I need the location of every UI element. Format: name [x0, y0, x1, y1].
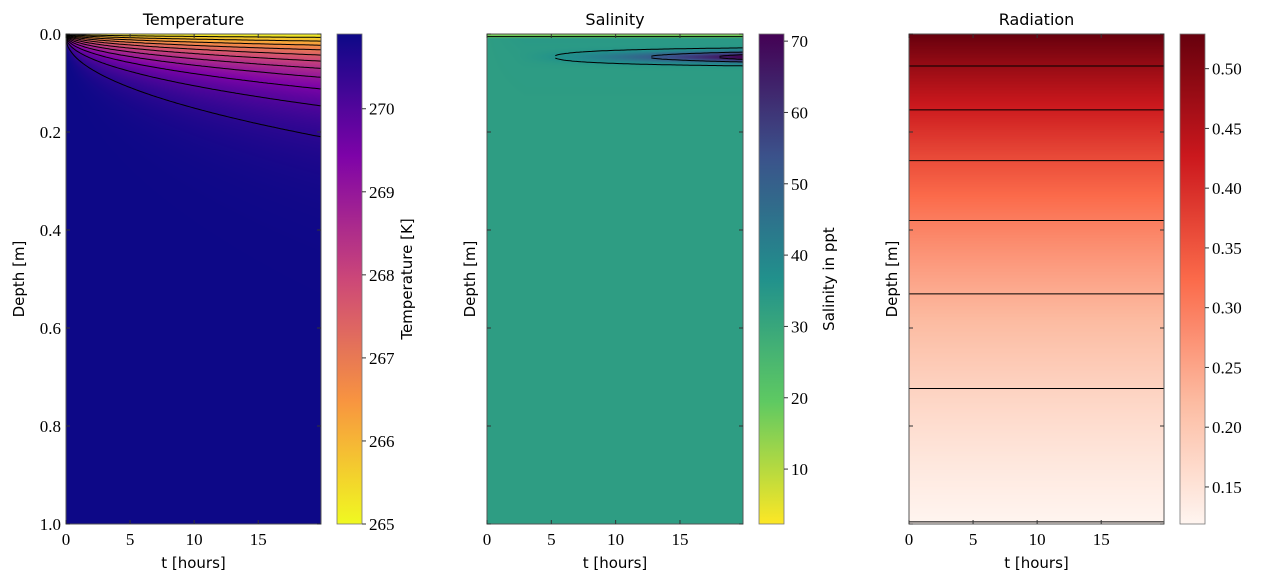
- colorbar-label: Salinity in ppt: [820, 227, 838, 331]
- contour-line: [65, 34, 321, 51]
- colorbar-tick-label: 0.30: [1212, 299, 1242, 318]
- x-tick-label: 15: [671, 530, 688, 549]
- y-tick-label: 0.8: [40, 417, 61, 436]
- colorbar-tick-label: 0.15: [1212, 478, 1242, 497]
- chart-title: Radiation: [999, 10, 1075, 29]
- colorbar-tick-label: 0.35: [1212, 239, 1242, 258]
- x-tick-label: 15: [1093, 530, 1110, 549]
- x-tick-label: 10: [607, 530, 624, 549]
- colorbar-tick-label: 70: [791, 32, 808, 51]
- colorbar-tick-label: 270: [369, 100, 395, 119]
- colorbar-label: Temperature [K]: [398, 218, 416, 340]
- x-tick-label: 10: [1029, 530, 1046, 549]
- colorbar-tick-label: 20: [791, 389, 808, 408]
- temperature-heatmap: [66, 34, 321, 524]
- y-tick-label: 0.4: [40, 221, 62, 240]
- plot-frame: [65, 33, 322, 525]
- y-tick-label: 0.0: [40, 25, 61, 44]
- colorbar-tick-label: 60: [791, 103, 808, 122]
- x-tick-label: 0: [483, 530, 492, 549]
- contour-line: [555, 47, 743, 57]
- plot-frame: [908, 33, 1165, 525]
- contour-line: [65, 36, 322, 69]
- contour-line: [651, 57, 744, 63]
- plot-frame: [486, 33, 744, 525]
- y-tick-label: 0.2: [40, 123, 61, 142]
- colorbar-tick-label: 265: [369, 515, 395, 534]
- contour-line: [65, 36, 322, 78]
- x-axis-label: t [hours]: [161, 554, 226, 572]
- colorbar-tick-label: 268: [369, 266, 395, 285]
- panel-radiation: 0 5 10 15 Radiation t [hours] Depth [m] 0.15 0.2…: [883, 10, 1281, 572]
- x-tick-label: 5: [547, 530, 556, 549]
- colorbar-tick-label: 0.25: [1212, 358, 1242, 377]
- x-tick-label: 5: [126, 530, 135, 549]
- x-axis-label: t [hours]: [583, 554, 648, 572]
- colorbar-tick-label: 10: [791, 460, 808, 479]
- panel-temperature: 0 5 10 15 0.0 0.2 0.4 0.6 0.8 1.0 Temperature t [ho…: [10, 10, 416, 572]
- y-axis-label: Depth [m]: [10, 241, 28, 318]
- y-axis-label: Depth [m]: [883, 241, 901, 318]
- colorbar-tick-label: 0.45: [1212, 119, 1242, 138]
- panel-salinity: 0 5 10 15 Salinity t [hours] Depth [m] 10 20 30 40…: [461, 10, 838, 572]
- colorbar-tick-label: 30: [791, 317, 808, 336]
- colorbar-tick-label: 0.20: [1212, 418, 1242, 437]
- contour-line: [719, 54, 744, 57]
- contour-line: [65, 35, 322, 62]
- colorbar-tick-label: 40: [791, 246, 808, 265]
- colorbar-tick-label: 0.50: [1212, 60, 1242, 79]
- contour-line: [65, 34, 321, 42]
- colorbar-tick-label: 269: [369, 183, 395, 202]
- x-tick-label: 10: [186, 530, 203, 549]
- contour-line: [65, 37, 322, 90]
- chart-title: Temperature: [142, 10, 244, 29]
- contour-line: [65, 35, 322, 56]
- x-tick-label: 5: [969, 530, 978, 549]
- contour-line: [555, 57, 744, 67]
- colorbar-label: Rⁱ + Rᵃ [W/m²]: [1279, 225, 1281, 334]
- colorbar: [336, 33, 363, 525]
- contour-line: [651, 51, 743, 57]
- colorbar: [1179, 33, 1206, 525]
- x-tick-label: 0: [62, 530, 71, 549]
- colorbar-tick-label: 0.40: [1212, 179, 1242, 198]
- contour-line: [65, 38, 322, 107]
- y-tick-label: 1.0: [40, 515, 61, 534]
- contour-line: [65, 40, 322, 138]
- x-tick-label: 15: [250, 530, 267, 549]
- x-axis-label: t [hours]: [1004, 554, 1069, 572]
- x-tick-label: 0: [905, 530, 914, 549]
- colorbar-tick-label: 267: [369, 349, 395, 368]
- y-axis-label: Depth [m]: [461, 241, 479, 318]
- chart-title: Salinity: [585, 10, 644, 29]
- y-tick-label: 0.6: [40, 319, 61, 338]
- colorbar-tick-label: 266: [369, 432, 395, 451]
- colorbar: [758, 33, 785, 525]
- salinity-heatmap: [487, 34, 743, 524]
- colorbar-tick-label: 50: [791, 175, 808, 194]
- contour-line: [719, 57, 744, 60]
- contour-line: [65, 34, 321, 46]
- contour-line: [65, 33, 321, 38]
- radiation-heatmap: [909, 34, 1164, 524]
